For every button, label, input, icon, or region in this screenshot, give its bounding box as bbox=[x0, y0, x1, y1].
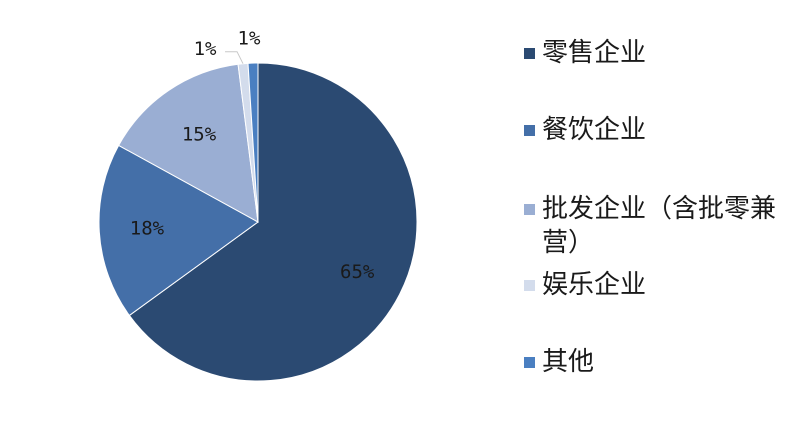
slice-label-retail: 65% bbox=[340, 261, 375, 283]
pie-slice-other bbox=[247, 62, 259, 223]
slice-label-catering: 18% bbox=[130, 217, 165, 239]
legend-swatch-entertainment bbox=[524, 280, 535, 291]
legend-label-other: 其他 bbox=[542, 347, 595, 377]
legend-item-entertainment: 娱乐企业 bbox=[524, 268, 804, 302]
pie-slice-wholesale bbox=[117, 63, 259, 223]
pie-slice-catering bbox=[98, 144, 259, 317]
legend-item-retail: 零售企业 bbox=[524, 36, 804, 70]
slice-label-entertainment: 1% bbox=[194, 38, 217, 60]
legend-swatch-other bbox=[524, 357, 535, 368]
legend-swatch-wholesale bbox=[524, 204, 535, 215]
legend-swatch-retail bbox=[524, 48, 535, 59]
pie-slice-retail bbox=[128, 62, 418, 382]
legend-item-wholesale: 批发企业（含批零兼营） bbox=[524, 192, 804, 260]
legend-label-entertainment: 娱乐企业 bbox=[542, 270, 647, 300]
legend-swatch-catering bbox=[524, 125, 535, 136]
legend-label-wholesale: 批发企业（含批零兼营） bbox=[542, 194, 777, 258]
legend-item-catering: 餐饮企业 bbox=[524, 113, 804, 147]
legend-label-retail: 零售企业 bbox=[542, 38, 647, 68]
legend-item-other: 其他 bbox=[524, 345, 804, 379]
slice-label-other: 1% bbox=[238, 28, 261, 50]
legend-label-catering: 餐饮企业 bbox=[542, 115, 647, 145]
leader-line-entertainment bbox=[225, 51, 244, 64]
slice-label-wholesale: 15% bbox=[182, 124, 217, 146]
